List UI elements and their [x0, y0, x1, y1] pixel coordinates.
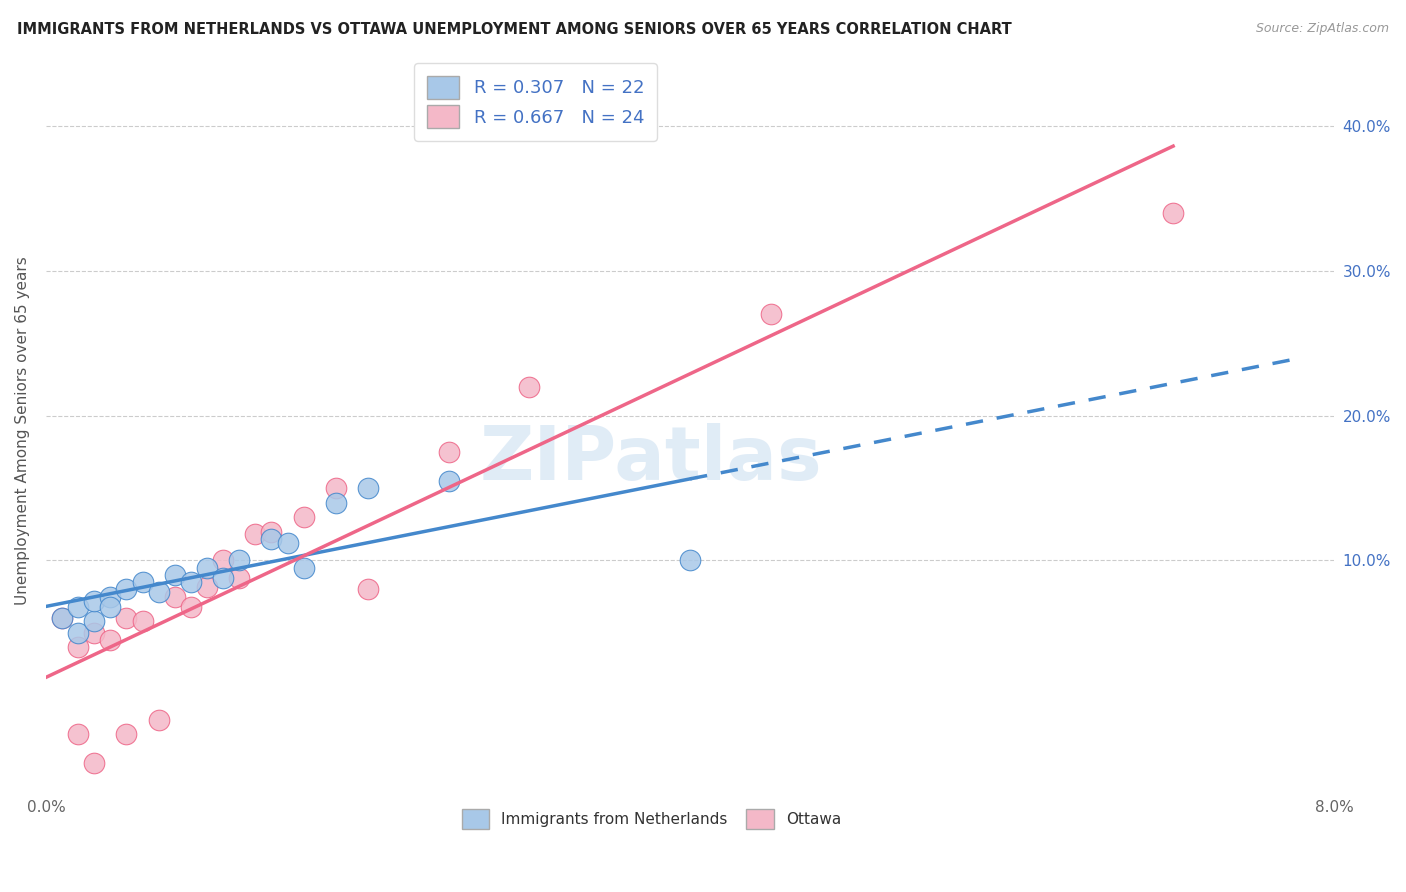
Point	[83, 594, 105, 608]
Point	[163, 590, 186, 604]
Point	[67, 640, 90, 655]
Point	[51, 611, 73, 625]
Point	[163, 568, 186, 582]
Point	[292, 510, 315, 524]
Point	[357, 582, 380, 597]
Y-axis label: Unemployment Among Seniors over 65 years: Unemployment Among Seniors over 65 years	[15, 256, 30, 605]
Point	[195, 560, 218, 574]
Point	[100, 633, 122, 648]
Point	[517, 380, 540, 394]
Point	[51, 611, 73, 625]
Point	[115, 582, 138, 597]
Point	[115, 611, 138, 625]
Point	[325, 495, 347, 509]
Point	[759, 308, 782, 322]
Text: ZIPatlas: ZIPatlas	[479, 423, 823, 496]
Point	[276, 536, 298, 550]
Point	[228, 571, 250, 585]
Point	[260, 532, 283, 546]
Point	[131, 575, 153, 590]
Point	[115, 727, 138, 741]
Point	[325, 481, 347, 495]
Point	[180, 599, 202, 614]
Point	[437, 474, 460, 488]
Point	[228, 553, 250, 567]
Point	[83, 625, 105, 640]
Point	[67, 599, 90, 614]
Point	[212, 553, 235, 567]
Text: IMMIGRANTS FROM NETHERLANDS VS OTTAWA UNEMPLOYMENT AMONG SENIORS OVER 65 YEARS C: IMMIGRANTS FROM NETHERLANDS VS OTTAWA UN…	[17, 22, 1012, 37]
Point	[67, 727, 90, 741]
Point	[195, 580, 218, 594]
Point	[357, 481, 380, 495]
Point	[148, 585, 170, 599]
Text: Source: ZipAtlas.com: Source: ZipAtlas.com	[1256, 22, 1389, 36]
Point	[679, 553, 702, 567]
Point	[437, 445, 460, 459]
Point	[260, 524, 283, 539]
Point	[83, 614, 105, 628]
Point	[1161, 206, 1184, 220]
Point	[67, 625, 90, 640]
Point	[292, 560, 315, 574]
Point	[83, 756, 105, 770]
Point	[131, 614, 153, 628]
Point	[100, 590, 122, 604]
Point	[180, 575, 202, 590]
Legend: Immigrants from Netherlands, Ottawa: Immigrants from Netherlands, Ottawa	[456, 803, 848, 835]
Point	[212, 571, 235, 585]
Point	[245, 527, 267, 541]
Point	[100, 599, 122, 614]
Point	[148, 713, 170, 727]
